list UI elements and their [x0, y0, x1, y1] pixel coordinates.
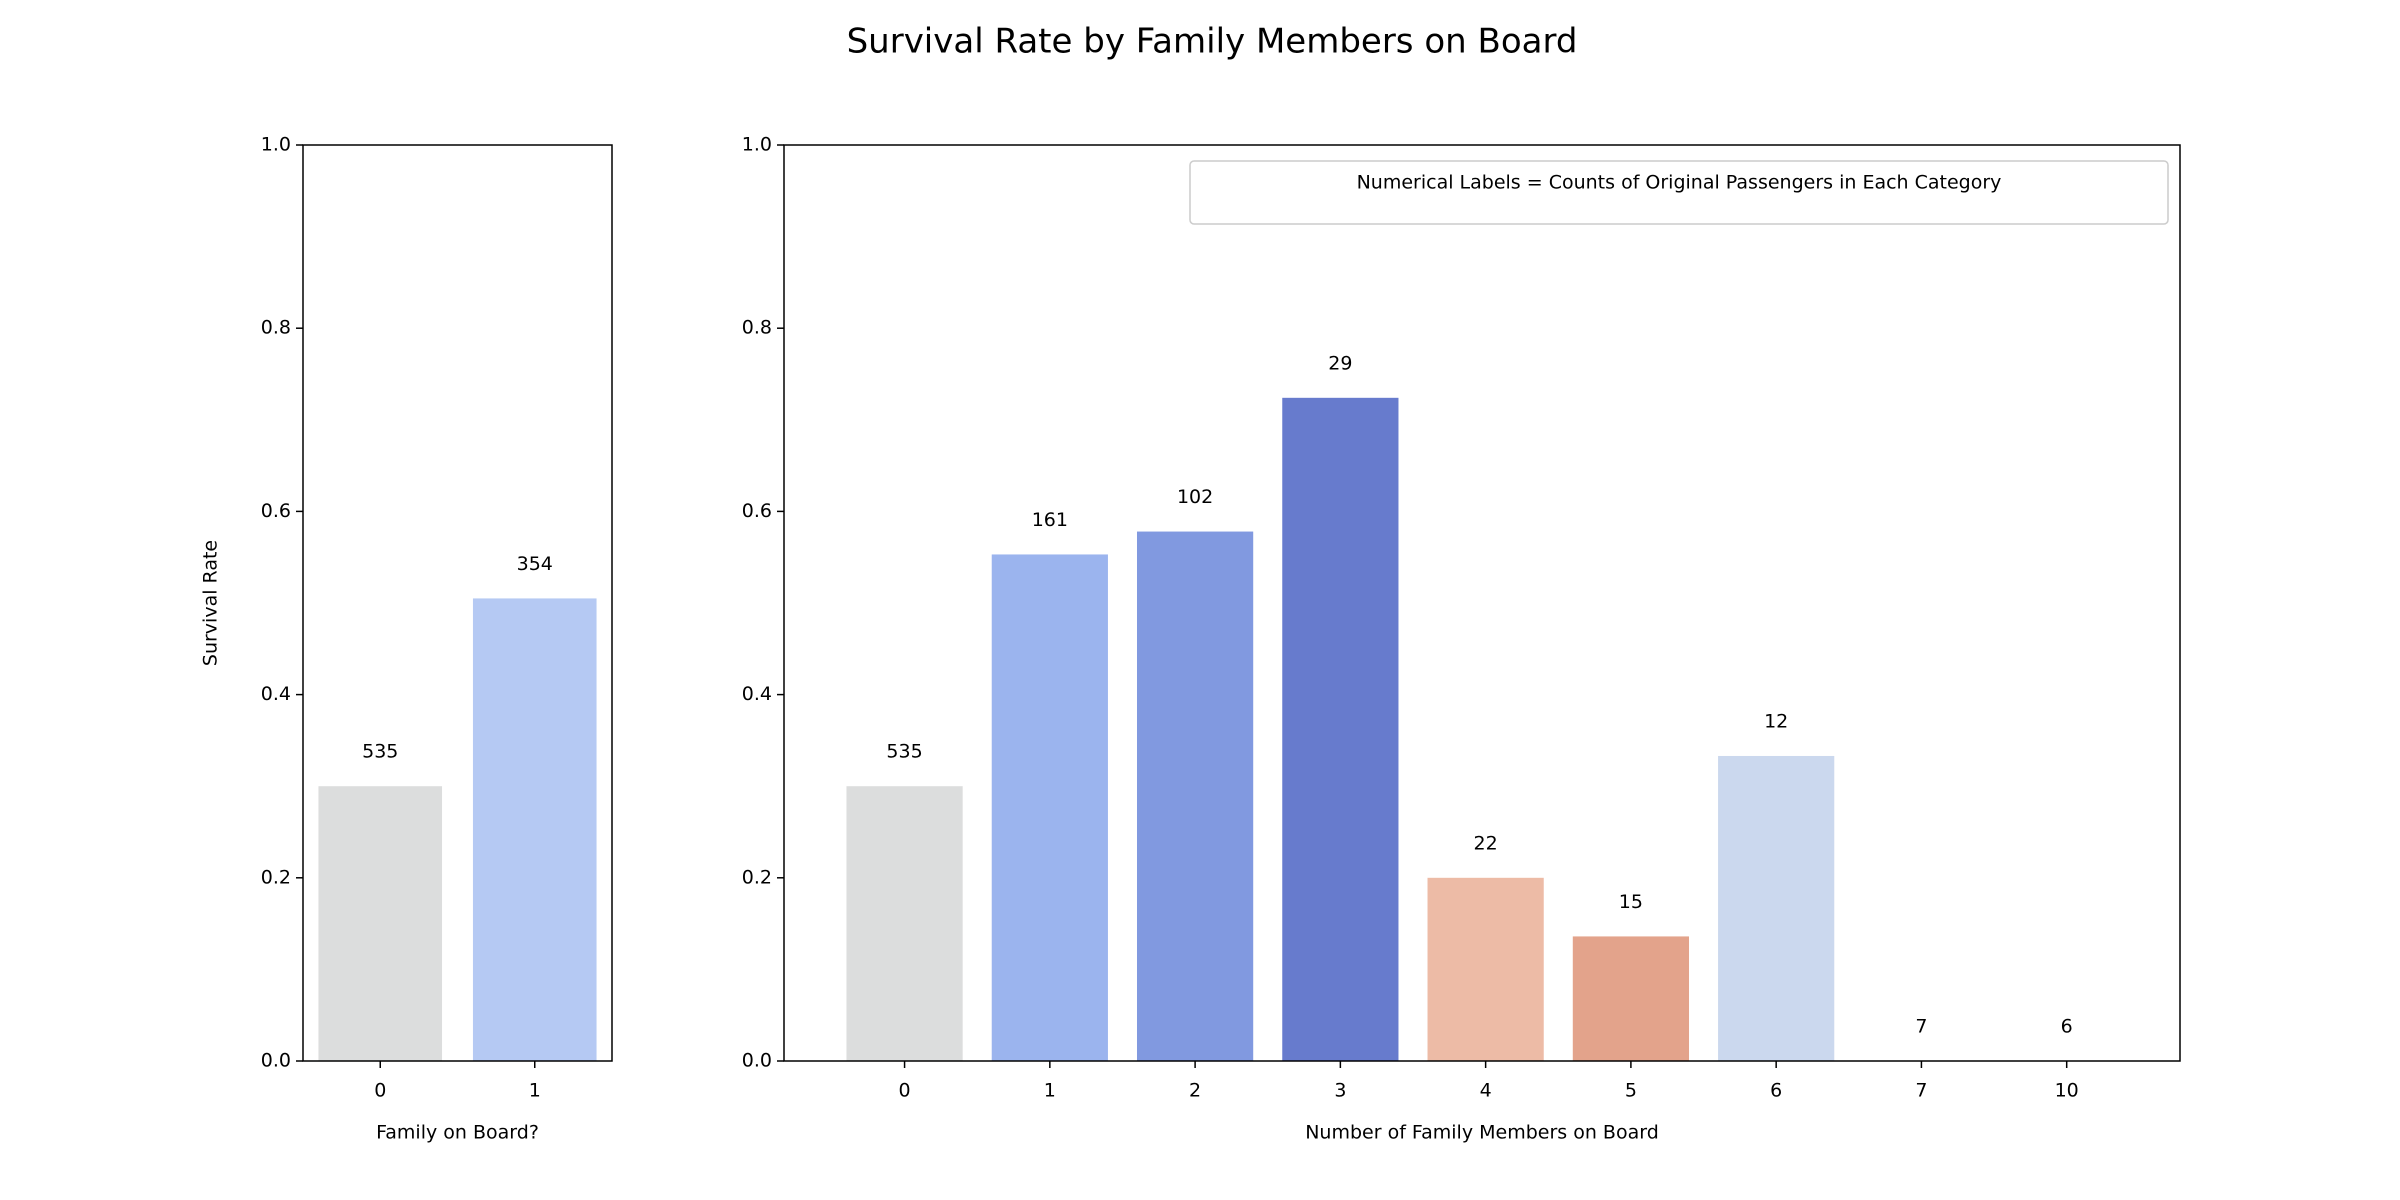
count-label: 535: [886, 741, 922, 763]
bar: [846, 786, 963, 1061]
x-tick-label: 10: [2055, 1080, 2079, 1102]
legend-box: [1189, 160, 2169, 225]
x-tick-label: 5: [1625, 1080, 1637, 1102]
count-label: 102: [1177, 486, 1213, 508]
x-tick-label: 2: [1189, 1080, 1201, 1102]
y-tick-label: 0.6: [742, 500, 772, 522]
y-tick-label: 0.8: [742, 317, 772, 339]
x-tick-label: 0: [374, 1080, 386, 1102]
x-axis-label: Number of Family Members on Board: [1305, 1122, 1659, 1144]
x-tick-label: 7: [1915, 1080, 1927, 1102]
bar: [1427, 877, 1544, 1061]
plot-frame: [783, 144, 2181, 1062]
x-tick-label: 3: [1334, 1080, 1346, 1102]
bar: [1718, 755, 1835, 1061]
x-tick-label: 4: [1480, 1080, 1492, 1102]
bar: [1572, 936, 1690, 1061]
figure-title: Survival Rate by Family Members on Board: [847, 22, 1578, 62]
x-axis-label: Family on Board?: [376, 1122, 539, 1144]
legend-text: Numerical Labels = Counts of Original Pa…: [1357, 172, 2002, 194]
x-tick-label: 0: [899, 1080, 911, 1102]
y-tick-label: 1.0: [742, 134, 772, 156]
y-tick-label: 0.0: [742, 1050, 772, 1072]
count-label: 15: [1619, 891, 1643, 913]
y-tick-label: 0.4: [742, 683, 772, 705]
count-label: 6: [2061, 1016, 2073, 1038]
bar: [1136, 531, 1254, 1061]
y-tick-label: 0.6: [261, 500, 291, 522]
plot-frame: [302, 144, 613, 1062]
y-tick-label: 1.0: [261, 134, 291, 156]
bar: [1282, 397, 1399, 1061]
y-tick-label: 0.0: [261, 1050, 291, 1072]
bar: [472, 598, 597, 1061]
bar: [991, 554, 1108, 1061]
count-label: 535: [362, 741, 398, 763]
x-tick-label: 1: [1044, 1080, 1056, 1102]
count-label: 29: [1328, 352, 1352, 374]
y-axis-label: Survival Rate: [200, 540, 222, 666]
count-label: 7: [1915, 1016, 1927, 1038]
y-tick-label: 0.8: [261, 317, 291, 339]
count-label: 161: [1032, 509, 1068, 531]
bar: [318, 786, 443, 1061]
count-label: 22: [1474, 832, 1498, 854]
y-tick-label: 0.2: [261, 866, 291, 888]
count-label: 354: [517, 553, 553, 575]
count-label: 12: [1764, 710, 1788, 732]
x-tick-label: 1: [529, 1080, 541, 1102]
y-tick-label: 0.2: [742, 866, 772, 888]
x-tick-label: 6: [1770, 1080, 1782, 1102]
y-tick-label: 0.4: [261, 683, 291, 705]
